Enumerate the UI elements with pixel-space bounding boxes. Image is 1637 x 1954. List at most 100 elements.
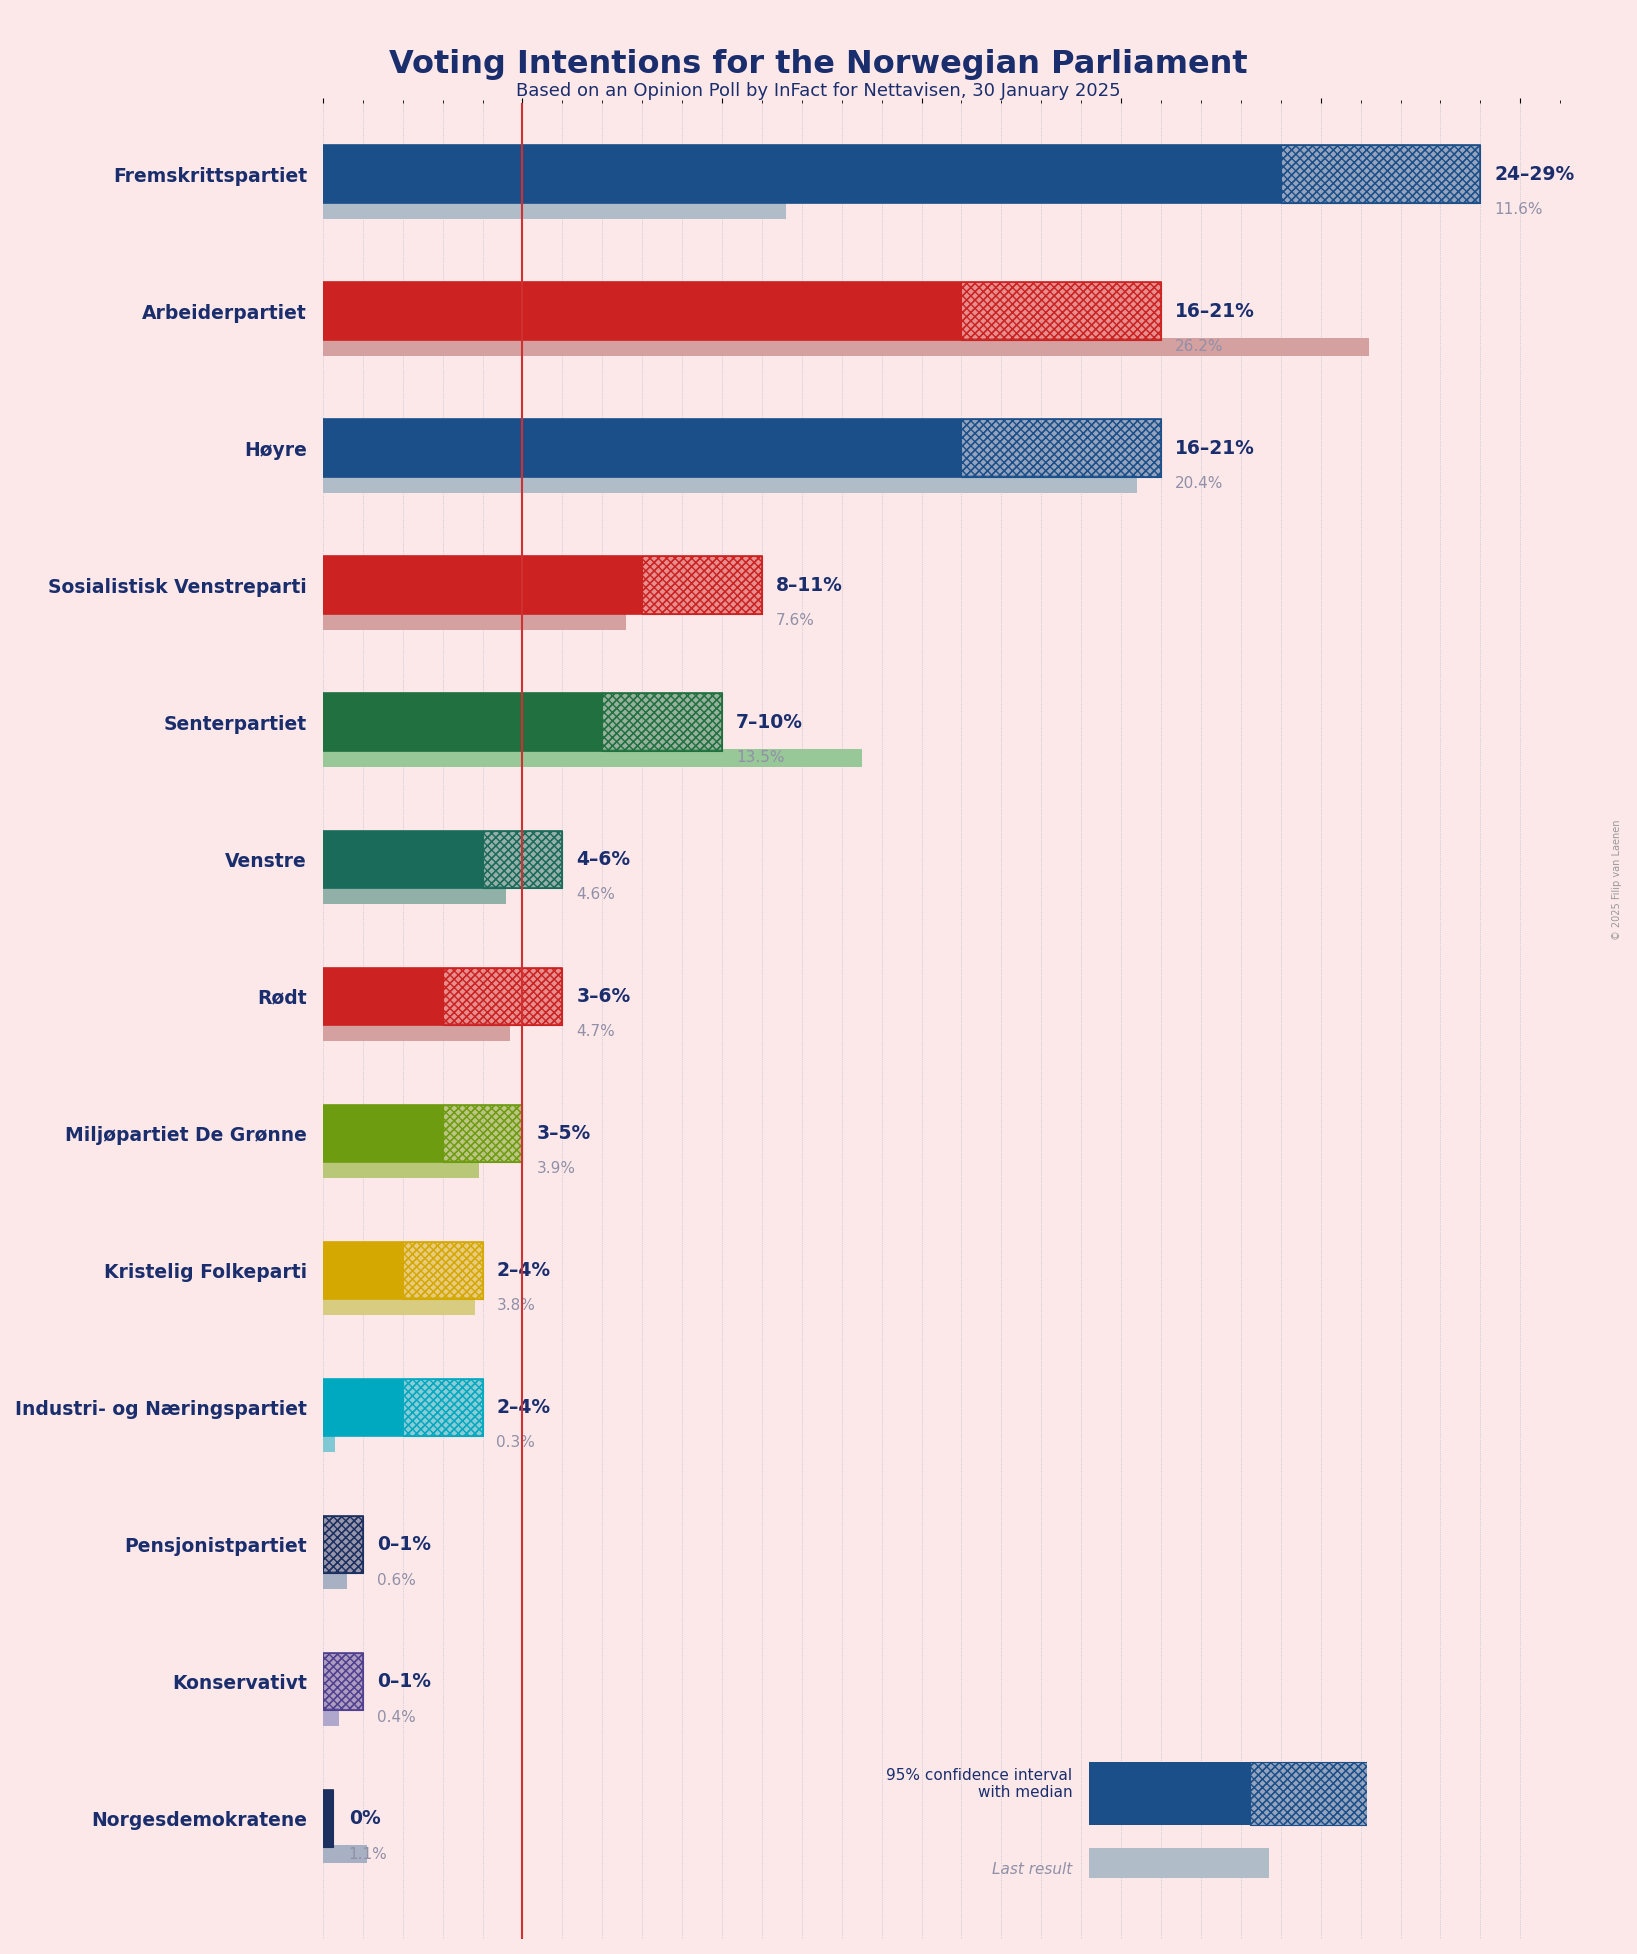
Bar (322, 1297, 475, 1315)
Text: 0.3%: 0.3% (496, 1436, 535, 1450)
Bar (403, 1241, 483, 1299)
Bar (1251, 1763, 1367, 1825)
Bar (322, 1845, 367, 1862)
Bar (1251, 1763, 1367, 1825)
Text: 11.6%: 11.6% (1495, 203, 1542, 217)
Bar (322, 694, 722, 750)
Bar (961, 283, 1161, 340)
Bar (442, 967, 563, 1026)
Bar (322, 557, 642, 614)
Text: 95% confidence interval
with median: 95% confidence interval with median (886, 1768, 1072, 1800)
Text: 24–29%: 24–29% (1495, 164, 1575, 184)
Bar (322, 1104, 442, 1163)
Bar (1089, 1848, 1270, 1878)
Bar (442, 1104, 522, 1163)
Bar (1280, 145, 1480, 203)
Text: 3.8%: 3.8% (496, 1299, 535, 1313)
Bar (1251, 1763, 1367, 1825)
Bar (322, 1708, 339, 1725)
Bar (322, 1516, 363, 1573)
Text: 3.9%: 3.9% (537, 1161, 575, 1176)
Text: 2–4%: 2–4% (496, 1397, 550, 1417)
Text: 13.5%: 13.5% (737, 750, 784, 766)
Bar (1089, 1763, 1251, 1825)
Text: 7.6%: 7.6% (776, 614, 815, 629)
Text: Last result: Last result (992, 1862, 1072, 1878)
Bar (442, 1104, 522, 1163)
Text: 4–6%: 4–6% (576, 850, 630, 870)
Text: 4.7%: 4.7% (576, 1024, 616, 1040)
Bar (642, 557, 761, 614)
Bar (403, 1241, 483, 1299)
Bar (1280, 145, 1480, 203)
Bar (961, 420, 1161, 477)
Bar (322, 283, 1161, 340)
Bar (602, 694, 722, 750)
Bar (322, 612, 627, 629)
Bar (322, 1161, 478, 1178)
Bar (483, 830, 563, 887)
Text: 3–6%: 3–6% (576, 987, 630, 1006)
Bar (642, 557, 761, 614)
Bar (322, 201, 786, 219)
Bar (442, 1104, 522, 1163)
Bar (442, 967, 563, 1026)
Bar (322, 830, 483, 887)
Bar (322, 1790, 332, 1847)
Bar (322, 1653, 363, 1710)
Text: 26.2%: 26.2% (1175, 340, 1223, 354)
Bar (322, 1653, 363, 1710)
Text: 4.6%: 4.6% (576, 887, 616, 903)
Text: 16–21%: 16–21% (1175, 301, 1256, 320)
Bar (322, 1790, 332, 1847)
Bar (961, 420, 1161, 477)
Bar (322, 1790, 332, 1847)
Text: 20.4%: 20.4% (1175, 477, 1223, 490)
Bar (322, 1516, 363, 1573)
Bar (322, 338, 1369, 356)
Bar (442, 967, 563, 1026)
Text: 3–5%: 3–5% (537, 1124, 591, 1143)
Bar (322, 748, 861, 766)
Bar (322, 694, 602, 750)
Bar (322, 420, 961, 477)
Bar (322, 1516, 363, 1573)
Bar (322, 967, 563, 1026)
Bar (961, 283, 1161, 340)
Bar (403, 1380, 483, 1436)
Bar (322, 145, 1280, 203)
Bar (322, 420, 1161, 477)
Bar (322, 475, 1138, 492)
Text: 8–11%: 8–11% (776, 576, 843, 594)
Text: © 2025 Filip van Laenen: © 2025 Filip van Laenen (1612, 819, 1622, 940)
Text: 0%: 0% (349, 1809, 380, 1827)
Bar (403, 1380, 483, 1436)
Text: 0–1%: 0–1% (377, 1673, 431, 1690)
Bar (322, 1571, 347, 1589)
Text: 1.1%: 1.1% (349, 1847, 388, 1862)
Bar (602, 694, 722, 750)
Bar (403, 1380, 483, 1436)
Bar (322, 1380, 403, 1436)
Bar (322, 1653, 363, 1710)
Text: 7–10%: 7–10% (737, 713, 804, 731)
Bar (322, 145, 1480, 203)
Bar (322, 1241, 403, 1299)
Bar (322, 830, 563, 887)
Text: 0.4%: 0.4% (377, 1710, 416, 1725)
Bar (403, 1241, 483, 1299)
Text: 0–1%: 0–1% (377, 1536, 431, 1553)
Text: 0.6%: 0.6% (377, 1573, 416, 1587)
Bar (961, 283, 1161, 340)
Bar (322, 1024, 511, 1041)
Bar (483, 830, 563, 887)
Bar (322, 1380, 483, 1436)
Bar (483, 830, 563, 887)
Bar (642, 557, 761, 614)
Bar (322, 1790, 332, 1847)
Bar (322, 283, 961, 340)
Bar (322, 1653, 363, 1710)
Bar (322, 1516, 363, 1573)
Text: 16–21%: 16–21% (1175, 440, 1256, 457)
Text: Voting Intentions for the Norwegian Parliament: Voting Intentions for the Norwegian Parl… (390, 49, 1247, 80)
